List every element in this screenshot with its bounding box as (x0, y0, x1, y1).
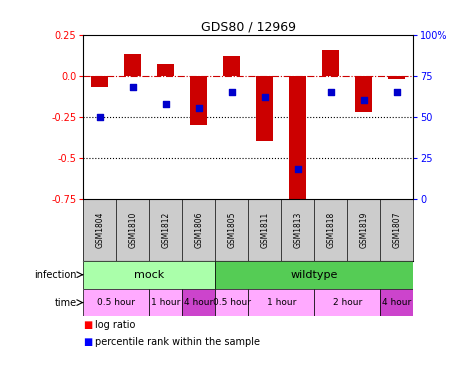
Point (228, 89, 236, 95)
Bar (223, 56, 240, 76)
Text: ■: ■ (83, 337, 92, 347)
Bar (256, 76, 273, 141)
Text: percentile rank within the sample: percentile rank within the sample (95, 337, 260, 347)
Point (96, 114, 104, 120)
Point (360, 97, 368, 103)
Bar (380, 289, 413, 317)
Bar (83, 261, 215, 289)
Bar (314, 289, 380, 317)
Text: 0.5 hour: 0.5 hour (97, 298, 135, 307)
Text: 2 hour: 2 hour (332, 298, 362, 307)
Text: GSM1812: GSM1812 (161, 212, 170, 248)
Bar (215, 289, 248, 317)
Text: 1 hour: 1 hour (266, 298, 296, 307)
Bar (289, 76, 306, 203)
Text: time: time (55, 298, 76, 307)
Bar (124, 55, 141, 76)
Point (162, 101, 170, 107)
Bar (182, 289, 215, 317)
Point (195, 105, 202, 111)
Bar (190, 76, 207, 125)
Text: GSM1818: GSM1818 (326, 212, 335, 248)
Bar (248, 289, 314, 317)
Text: GSM1805: GSM1805 (227, 212, 236, 248)
Text: GSM1813: GSM1813 (293, 212, 302, 248)
Point (261, 94, 268, 100)
Text: wildtype: wildtype (291, 270, 338, 280)
Text: GSM1819: GSM1819 (359, 212, 368, 248)
Bar (91, 76, 108, 87)
Text: GSM1806: GSM1806 (194, 212, 203, 248)
Bar (389, 76, 405, 79)
Bar (83, 289, 149, 317)
Bar (323, 49, 339, 76)
Point (129, 84, 136, 90)
Text: 4 hour: 4 hour (184, 298, 213, 307)
Text: ■: ■ (83, 320, 92, 330)
Text: 1 hour: 1 hour (151, 298, 180, 307)
Point (393, 89, 400, 95)
Text: GSM1804: GSM1804 (95, 212, 104, 248)
Text: mock: mock (134, 270, 164, 280)
Text: GSM1807: GSM1807 (392, 212, 401, 248)
Bar (355, 76, 372, 112)
Text: 0.5 hour: 0.5 hour (213, 298, 251, 307)
Point (327, 89, 334, 95)
Bar (215, 261, 413, 289)
Text: 4 hour: 4 hour (382, 298, 411, 307)
Bar (149, 289, 182, 317)
Text: GSM1810: GSM1810 (128, 212, 137, 248)
Text: log ratio: log ratio (95, 320, 135, 330)
Point (294, 166, 302, 172)
Title: GDS80 / 12969: GDS80 / 12969 (201, 20, 295, 34)
Text: GSM1811: GSM1811 (260, 212, 269, 248)
Bar (157, 64, 174, 76)
Text: infection: infection (34, 270, 76, 280)
